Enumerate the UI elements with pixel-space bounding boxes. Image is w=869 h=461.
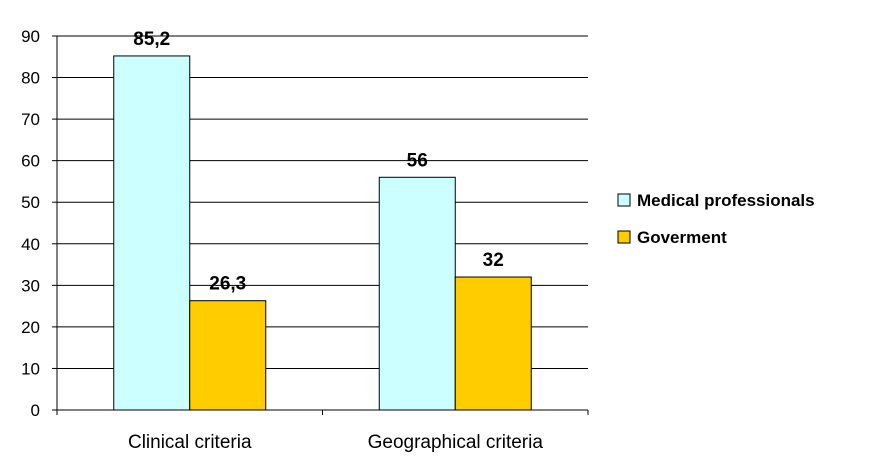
y-tick-label: 50	[21, 193, 40, 212]
bar-goverment-2	[454, 276, 532, 411]
legend-label: Medical professionals	[637, 191, 815, 210]
legend-label: Goverment	[637, 228, 727, 247]
y-tick-label: 70	[21, 110, 40, 129]
legend-swatch	[617, 193, 631, 207]
y-tick-label: 60	[21, 152, 40, 171]
bar-medical-2	[378, 176, 456, 411]
x-category-label: Clinical criteria	[128, 432, 252, 453]
y-tick-label: 0	[31, 401, 40, 420]
y-tick-label: 40	[21, 235, 40, 254]
y-tick-label: 20	[21, 318, 40, 337]
bar-value-label: 32	[483, 250, 504, 271]
bar-value-label: 85,2	[133, 29, 170, 50]
x-category-label: Geographical criteria	[368, 432, 544, 453]
y-tick-label: 90	[21, 27, 40, 46]
y-tick-label: 80	[21, 69, 40, 88]
bars	[113, 55, 532, 411]
data-labels: 85,2 26,3 56 32	[133, 29, 504, 295]
bar-value-label: 26,3	[209, 274, 246, 295]
legend: Medical professionals Goverment	[617, 191, 815, 247]
axes: 0 10 20 30 40 50 60 70 80 90 Clinical criteria Geog…	[21, 27, 589, 453]
bar-value-label: 56	[407, 150, 428, 171]
bar-goverment-1	[189, 300, 267, 411]
y-tick-label: 10	[21, 359, 40, 378]
legend-swatch	[617, 230, 631, 244]
y-tick-label: 30	[21, 276, 40, 295]
bar-medical-1	[113, 55, 191, 411]
